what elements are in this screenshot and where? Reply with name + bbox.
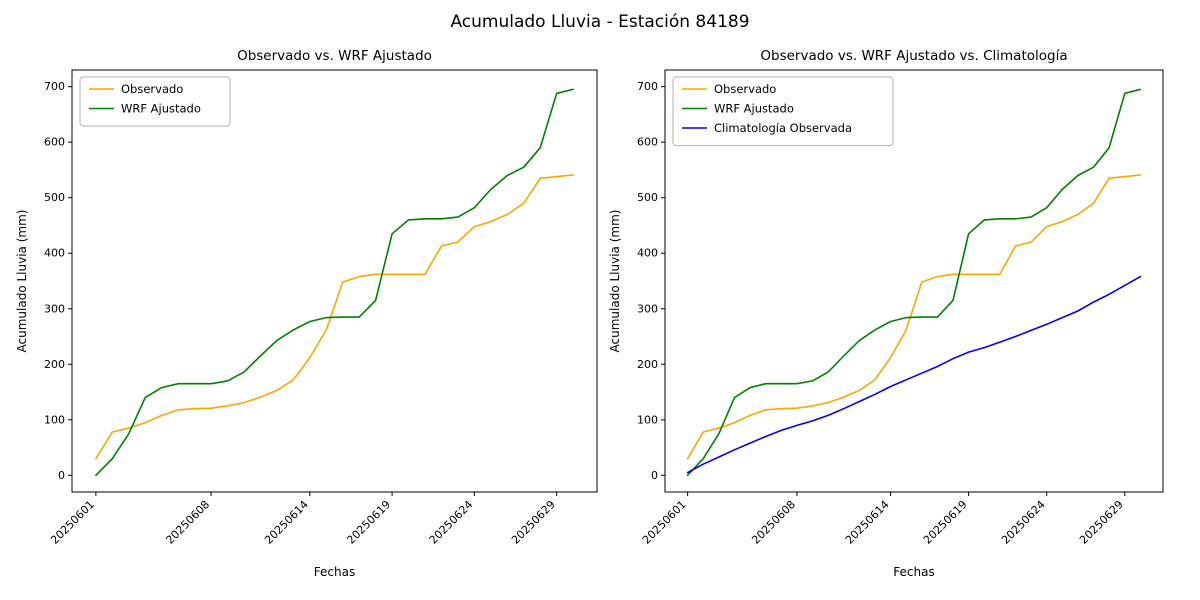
legend-label: WRF Ajustado xyxy=(714,102,794,116)
x-tick-label: 20250608 xyxy=(749,498,798,547)
y-tick-label: 400 xyxy=(637,247,658,260)
y-tick-label: 100 xyxy=(44,413,65,426)
left-subplot: Observado vs. WRF Ajustado 0 100 200 300 400 5… xyxy=(15,48,598,579)
legend-label: Observado xyxy=(714,82,776,96)
series-line-Observado xyxy=(686,174,1142,460)
y-tick-label: 0 xyxy=(651,469,658,482)
y-tick-label: 300 xyxy=(637,302,658,315)
x-tick-label: 20250601 xyxy=(48,498,97,547)
subplot-title: Observado vs. WRF Ajustado vs. Climatolo… xyxy=(760,48,1067,64)
y-axis-label: Acumulado Lluvia (mm) xyxy=(15,210,29,353)
axes-frame xyxy=(664,69,1164,493)
series-line-WRF Ajustado xyxy=(686,88,1142,477)
x-axis-label: Fechas xyxy=(314,565,355,579)
legend-box xyxy=(672,76,894,146)
x-tick-label: 20250608 xyxy=(163,498,212,547)
y-tick-label: 600 xyxy=(44,136,65,149)
y-tick-label: 100 xyxy=(637,413,658,426)
x-tick-label: 20250624 xyxy=(427,498,476,547)
y-tick-label: 700 xyxy=(44,80,65,93)
y-tick-label: 500 xyxy=(44,191,65,204)
x-tick-label: 20250619 xyxy=(921,498,970,547)
x-axis-label: Fechas xyxy=(893,565,934,579)
series-line-Climatología Observada xyxy=(686,275,1142,474)
y-tick-label: 700 xyxy=(637,80,658,93)
x-tick-label: 20250614 xyxy=(262,498,311,547)
x-tick-label: 20250614 xyxy=(843,498,892,547)
legend-label: Climatología Observada xyxy=(714,121,852,135)
y-tick-label: 500 xyxy=(637,191,658,204)
x-tick-label: 20250624 xyxy=(999,498,1048,547)
y-tick-label: 300 xyxy=(44,302,65,315)
subplot-title: Observado vs. WRF Ajustado xyxy=(237,48,432,64)
legend-label: Observado xyxy=(121,82,183,96)
y-tick-label: 200 xyxy=(44,358,65,371)
series-line-Observado xyxy=(95,174,574,460)
y-tick-label: 600 xyxy=(637,136,658,149)
right-subplot: Observado vs. WRF Ajustado vs. Climatolo… xyxy=(608,48,1164,579)
axes-frame xyxy=(71,69,598,493)
y-tick-label: 200 xyxy=(637,358,658,371)
y-tick-label: 400 xyxy=(44,247,65,260)
x-tick-label: 20250601 xyxy=(640,498,689,547)
x-tick-label: 20250629 xyxy=(509,498,558,547)
figure-title: Acumulado Lluvia - Estación 84189 xyxy=(450,12,749,32)
legend-label: WRF Ajustado xyxy=(121,102,201,116)
series-line-WRF Ajustado xyxy=(95,88,574,477)
legend-box xyxy=(79,76,231,127)
y-axis-label: Acumulado Lluvia (mm) xyxy=(608,210,622,353)
y-tick-label: 0 xyxy=(58,469,65,482)
x-tick-label: 20250619 xyxy=(344,498,393,547)
x-tick-label: 20250629 xyxy=(1077,498,1126,547)
